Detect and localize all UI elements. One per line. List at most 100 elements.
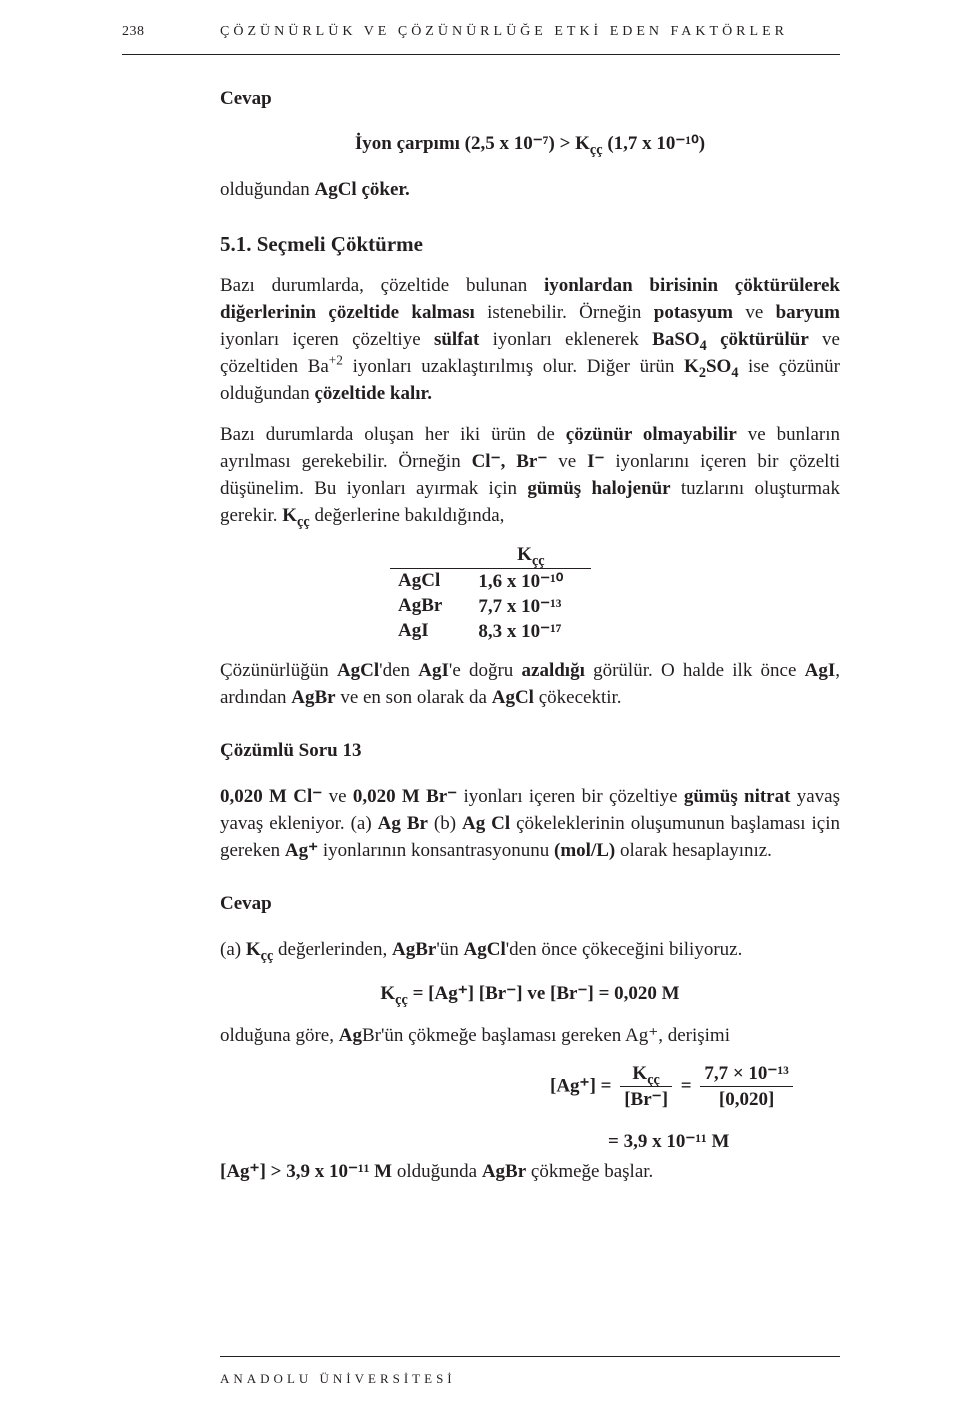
b: Ag Cl	[462, 813, 510, 834]
t: Bazı durumlarda, çözeltide bulunan	[220, 275, 544, 296]
t: değerlerine bakıldığında,	[310, 505, 505, 526]
para-7: [Ag⁺] > 3,9 x 10⁻¹¹ M olduğunda AgBr çök…	[220, 1159, 840, 1186]
kcc-table: Kçç AgCl 1,6 x 10⁻¹⁰ AgBr 7,7 x 10⁻¹³ Ag…	[390, 544, 591, 644]
b: Cl⁻, Br⁻	[472, 451, 548, 472]
b: 0,020 M Cl⁻	[220, 786, 322, 807]
b: [Ag⁺] > 3,9 x 10⁻¹¹ M	[220, 1161, 392, 1182]
answer-heading-2: Cevap	[220, 893, 840, 915]
b: Ag	[339, 1025, 362, 1046]
ion-product-line: İyon çarpımı (2,5 x 10⁻⁷) > Kçç (1,7 x 1…	[220, 132, 840, 155]
cell: AgI	[390, 619, 470, 644]
denominator: [0,020]	[700, 1087, 793, 1112]
table-head-row: Kçç	[390, 544, 591, 569]
answer-heading-1: Cevap	[220, 88, 840, 110]
cell: AgBr	[390, 594, 470, 619]
t: ve	[547, 451, 587, 472]
t: çökecektir.	[534, 687, 622, 708]
page-number: 238	[122, 24, 145, 40]
b: AgBr	[482, 1161, 526, 1182]
para-1: Bazı durumlarda, çözeltide bulunan iyonl…	[220, 273, 840, 408]
b: çözünür olmayabilir	[566, 424, 737, 445]
t: ve en son olarak da	[336, 687, 492, 708]
cell: 7,7 x 10⁻¹³	[470, 594, 591, 619]
t: Bazı durumlarda oluşan her iki ürün de	[220, 424, 566, 445]
text: olduğundan	[220, 179, 314, 200]
b: AgI	[418, 660, 449, 681]
t: 'den önce çökeceğini biliyoruz.	[506, 939, 743, 960]
cell: 1,6 x 10⁻¹⁰	[470, 568, 591, 594]
b: (mol/L)	[554, 840, 615, 861]
eq-mid: =	[681, 1076, 697, 1097]
t: iyonları eklenerek	[479, 329, 652, 350]
equation-1: Kçç = [Ag⁺] [Br⁻] ve [Br⁻] = 0,020 M	[220, 982, 840, 1005]
b: Kçç	[246, 939, 273, 960]
para-6: olduğuna göre, AgBr'ün çökmeğe başlaması…	[220, 1023, 840, 1050]
b: BaSO4 çöktürülür	[652, 329, 809, 350]
para-3: Çözünürlüğün AgCl'den AgI'e doğru azaldı…	[220, 658, 840, 712]
b: azaldığı	[522, 660, 585, 681]
numerator: Kçç	[620, 1063, 672, 1087]
para-5: (a) Kçç değerlerinden, AgBr'ün AgCl'den …	[220, 937, 840, 964]
b: AgCl	[492, 687, 534, 708]
b: gümüş nitrat	[684, 786, 791, 807]
b: AgCl	[337, 660, 379, 681]
text: (1,7 x 10⁻¹⁰)	[603, 133, 706, 154]
t: 'e doğru	[449, 660, 522, 681]
t: olduğunda	[392, 1161, 482, 1182]
b: AgBr	[392, 939, 436, 960]
table-row: AgBr 7,7 x 10⁻¹³	[390, 594, 591, 619]
b: çözeltide kalır.	[314, 383, 432, 404]
worked-problem-13: Çözümlü Soru 13	[220, 740, 840, 762]
t: (b)	[428, 813, 462, 834]
section-5-1: 5.1. Seçmeli Çöktürme	[220, 232, 840, 257]
b: AgBr	[291, 687, 335, 708]
equation-2: [Ag⁺] = Kçç [Br⁻] = 7,7 × 10⁻¹³ [0,020]	[550, 1063, 840, 1112]
para-4: 0,020 M Cl⁻ ve 0,020 M Br⁻ iyonları içer…	[220, 784, 840, 865]
t: 'den	[379, 660, 418, 681]
lhs: [Ag⁺] =	[550, 1076, 616, 1097]
t: istenebilir. Örneğin	[475, 302, 654, 323]
content: Cevap İyon çarpımı (2,5 x 10⁻⁷) > Kçç (1…	[220, 88, 840, 1186]
b: gümüş halojenür	[527, 478, 670, 499]
b: AgI	[805, 660, 836, 681]
t: = [Ag⁺] [Br⁻] ve [Br⁻] = 0,020 M	[408, 983, 680, 1004]
t: görülür. O halde ilk önce	[585, 660, 805, 681]
t: = 3,9 x 10⁻¹¹ M	[608, 1131, 729, 1152]
running-head: ÇÖZÜNÜRLÜK VE ÇÖZÜNÜRLÜĞE ETKİ EDEN FAKT…	[220, 24, 788, 40]
table-row: AgCl 1,6 x 10⁻¹⁰	[390, 568, 591, 594]
bold: AgCl çöker.	[314, 179, 409, 200]
t: olduğuna göre,	[220, 1025, 339, 1046]
b: I⁻	[587, 451, 604, 472]
b: baryum	[776, 302, 840, 323]
t: çökmeğe başlar.	[526, 1161, 653, 1182]
t: iyonlarının konsantrasyonunu	[318, 840, 554, 861]
footer: ANADOLU ÜNİVERSİTESİ	[220, 1371, 456, 1387]
table-row: AgI 8,3 x 10⁻¹⁷	[390, 619, 591, 644]
t: değerlerinden,	[273, 939, 392, 960]
sub: çç	[590, 142, 603, 158]
footer-rule	[220, 1356, 840, 1357]
cell: 8,3 x 10⁻¹⁷	[470, 619, 591, 644]
th-kcc: Kçç	[470, 544, 591, 569]
b: Kçç	[282, 505, 309, 526]
t: iyonları uzaklaştırılmış olur. Diğer ürü…	[343, 356, 684, 377]
t: ve	[733, 302, 776, 323]
b: sülfat	[434, 329, 479, 350]
fraction-2: 7,7 × 10⁻¹³ [0,020]	[700, 1063, 793, 1112]
t: iyonları içeren bir çözeltiye	[457, 786, 684, 807]
th-empty	[390, 544, 470, 569]
para-2: Bazı durumlarda oluşan her iki ürün de ç…	[220, 422, 840, 530]
cell: AgCl	[390, 568, 470, 594]
t: iyonları içeren çözeltiye	[220, 329, 434, 350]
denominator: [Br⁻]	[620, 1087, 672, 1112]
b: AgCl	[464, 939, 506, 960]
b: K2SO4	[684, 356, 738, 377]
header-rule	[122, 54, 840, 55]
t: K	[380, 983, 395, 1004]
page: 238 ÇÖZÜNÜRLÜK VE ÇÖZÜNÜRLÜĞE ETKİ EDEN …	[0, 0, 960, 1409]
t: Çözünürlüğün	[220, 660, 337, 681]
numerator: 7,7 × 10⁻¹³	[700, 1063, 793, 1087]
b: Ag Br	[378, 813, 428, 834]
fraction-1: Kçç [Br⁻]	[620, 1063, 672, 1112]
b: potasyum	[654, 302, 733, 323]
